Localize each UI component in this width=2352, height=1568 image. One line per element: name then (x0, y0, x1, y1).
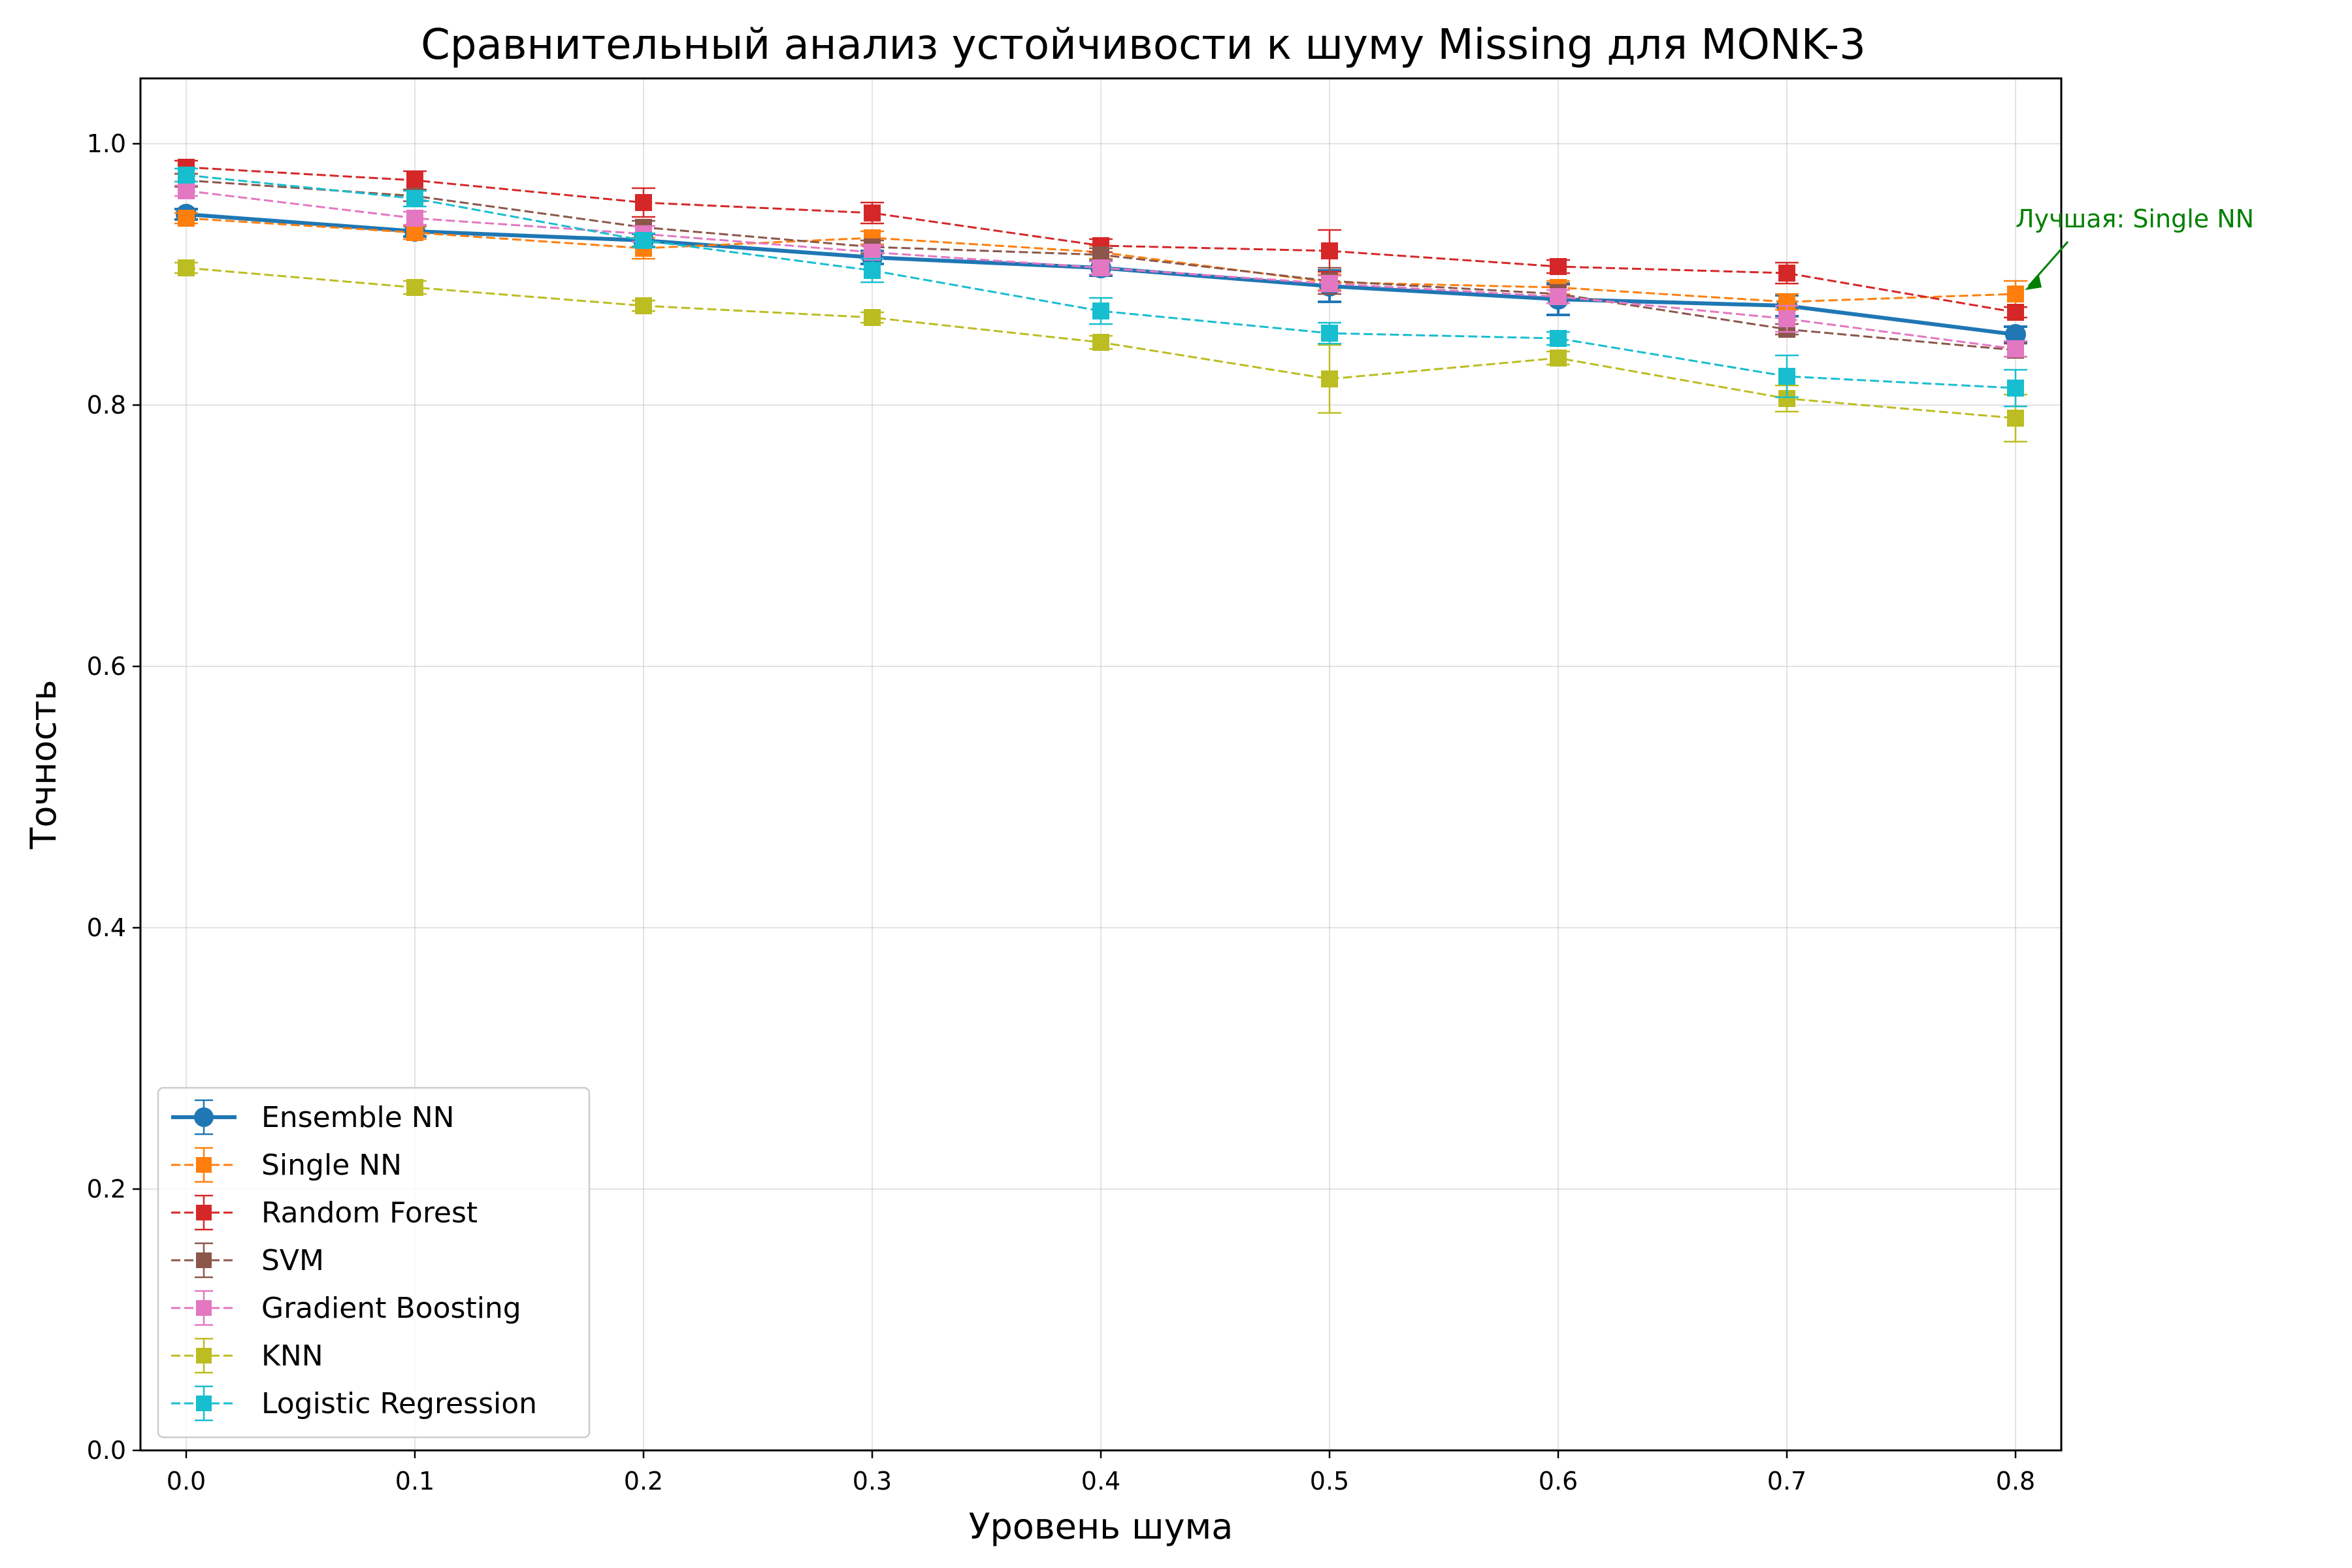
legend-label: KNN (261, 1339, 323, 1373)
data-point (2007, 286, 2024, 302)
legend-label: SVM (261, 1244, 324, 1277)
chart-title: Сравнительный анализ устойчивости к шуму… (421, 21, 1866, 69)
series-logistic-regression (174, 167, 2027, 408)
annotation-arrow (2027, 241, 2069, 287)
x-axis-label: Уровень шума (969, 1506, 1233, 1547)
legend-marker (196, 1396, 212, 1411)
data-point (1092, 334, 1109, 351)
data-point (1778, 368, 1795, 385)
data-point (406, 190, 423, 207)
data-point (2007, 304, 2024, 321)
data-point (1321, 275, 1338, 292)
legend-item: Single NN (171, 1147, 402, 1183)
data-point (2005, 324, 2026, 345)
series-knn (174, 259, 2027, 443)
legend-item: SVM (171, 1242, 324, 1279)
legend-item: Ensemble NN (171, 1099, 455, 1135)
data-point (1321, 325, 1338, 342)
y-tick-label: 0.0 (87, 1436, 126, 1465)
data-point (178, 210, 195, 227)
legend-marker (196, 1348, 212, 1364)
data-point (635, 194, 652, 211)
data-point (1550, 350, 1567, 367)
data-point (864, 244, 881, 261)
legend-item: KNN (171, 1337, 323, 1374)
legend-marker (196, 1157, 212, 1173)
data-point (1550, 258, 1567, 275)
data-point (2007, 410, 2024, 427)
annotation: Лучшая: Single NN (2016, 204, 2254, 290)
y-tick-label: 0.4 (87, 913, 126, 942)
y-tick-label: 0.2 (87, 1175, 126, 1203)
data-point (178, 259, 195, 276)
x-axis: 0.0 0.1 0.2 0.3 0.4 0.5 0.6 0.7 0.8 (167, 1450, 2035, 1495)
legend-item: Logistic Regression (171, 1385, 537, 1422)
data-point (1778, 310, 1795, 327)
x-tick-label: 0.6 (1539, 1467, 1578, 1495)
legend-label: Random Forest (261, 1196, 478, 1230)
data-point (1550, 288, 1567, 305)
series-line (186, 174, 2016, 389)
data-point (406, 172, 423, 189)
legend-label: Ensemble NN (261, 1101, 455, 1134)
legend-label: Logistic Regression (261, 1387, 537, 1420)
data-point (1321, 370, 1338, 387)
data-point (1778, 265, 1795, 282)
data-point (178, 182, 195, 199)
annotation-arrowhead (2025, 276, 2042, 290)
data-point (635, 297, 652, 314)
y-axis-label: Точность (23, 679, 64, 849)
legend-frame (157, 1086, 591, 1439)
x-tick-label: 0.2 (624, 1467, 663, 1495)
data-point (406, 224, 423, 241)
legend: Ensemble NN Single NN Random Forest SVM Grad… (157, 1086, 591, 1439)
y-tick-label: 1.0 (87, 129, 126, 158)
data-point (864, 262, 881, 279)
y-tick-label: 0.8 (87, 391, 126, 419)
legend-label: Single NN (261, 1149, 402, 1182)
data-point (406, 279, 423, 296)
data-point (864, 309, 881, 326)
y-tick-label: 0.6 (87, 652, 126, 681)
legend-item: Random Forest (171, 1194, 478, 1231)
x-tick-label: 0.8 (1996, 1467, 2035, 1495)
data-point (1092, 259, 1109, 276)
data-point (2007, 340, 2024, 357)
legend-item: Gradient Boosting (171, 1290, 521, 1326)
x-tick-label: 0.3 (853, 1467, 892, 1495)
x-tick-label: 0.7 (1767, 1467, 1806, 1495)
data-point (1321, 242, 1338, 259)
legend-marker (196, 1205, 212, 1220)
data-point (2007, 380, 2024, 397)
x-tick-label: 0.4 (1081, 1467, 1120, 1495)
y-axis: 0.0 0.2 0.4 0.6 0.8 1.0 (87, 129, 140, 1465)
annotation-label: Лучшая: Single NN (2016, 204, 2254, 233)
x-tick-label: 0.1 (395, 1467, 434, 1495)
legend-marker (196, 1300, 212, 1316)
x-tick-label: 0.0 (167, 1467, 206, 1495)
data-point (635, 232, 652, 249)
data-point (864, 204, 881, 221)
data-point (178, 167, 195, 184)
plot-series (174, 159, 2027, 443)
data-point (406, 210, 423, 227)
legend-label: Gradient Boosting (261, 1292, 521, 1325)
data-point (1550, 330, 1567, 347)
legend-marker (196, 1252, 212, 1268)
x-tick-label: 0.5 (1310, 1467, 1349, 1495)
legend-marker (194, 1107, 214, 1127)
data-point (1092, 302, 1109, 319)
